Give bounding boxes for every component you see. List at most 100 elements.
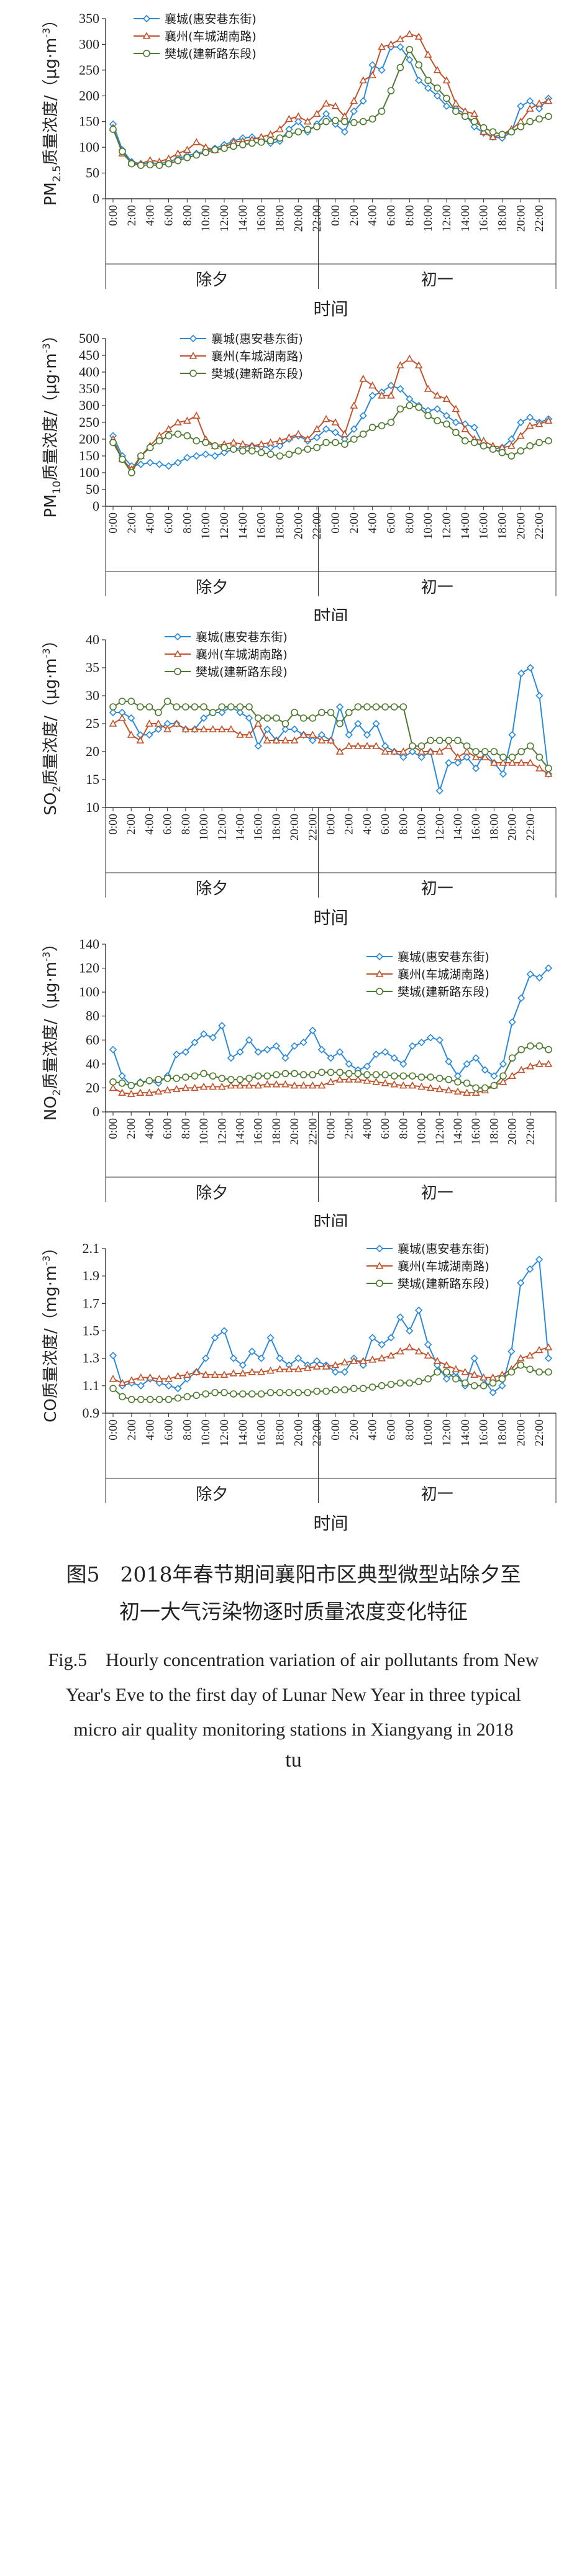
data-point <box>406 1379 414 1387</box>
data-point <box>192 411 201 419</box>
series-line <box>112 48 549 166</box>
data-point <box>294 1365 303 1373</box>
data-point <box>155 1076 162 1083</box>
data-point <box>499 1072 507 1080</box>
data-point <box>136 736 145 744</box>
data-point <box>281 1080 289 1088</box>
data-point <box>335 1075 344 1083</box>
data-point <box>363 1071 371 1079</box>
data-point <box>211 452 219 460</box>
data-point <box>266 438 275 446</box>
group-label: 初一 <box>421 880 453 898</box>
data-point <box>119 455 126 463</box>
data-point <box>424 1375 432 1383</box>
data-point <box>245 714 253 722</box>
data-point <box>381 1048 389 1056</box>
data-point <box>368 1383 376 1391</box>
data-point <box>254 1072 262 1080</box>
data-point <box>517 758 526 766</box>
x-tick-label: 22:00 <box>311 1419 324 1446</box>
data-point <box>535 420 544 427</box>
series-line <box>113 667 549 793</box>
data-point <box>517 669 526 678</box>
x-tick-label: 6:00 <box>162 814 175 835</box>
series-3 <box>109 698 552 772</box>
data-point <box>145 1088 153 1096</box>
data-point <box>399 1081 407 1089</box>
data-point <box>209 725 217 732</box>
legend: 襄城(惠安巷东街) 襄州(车城湖南路) 樊城(建新路东段) <box>165 630 288 679</box>
x-tick-label: 0:00 <box>329 512 342 534</box>
data-point <box>276 1389 284 1396</box>
group-label: 除夕 <box>196 880 228 898</box>
data-point <box>317 1081 326 1089</box>
data-point <box>463 747 471 755</box>
data-point <box>239 1369 247 1377</box>
data-point <box>128 160 135 168</box>
data-point <box>499 770 507 778</box>
data-point <box>257 440 265 447</box>
data-point <box>424 50 432 58</box>
data-point <box>452 418 460 427</box>
x-tick-label: 0:00 <box>107 512 120 534</box>
data-point <box>183 1393 191 1401</box>
data-point <box>424 76 432 84</box>
data-point <box>544 1060 553 1067</box>
caption-tail: tu <box>285 1749 302 1772</box>
data-point <box>229 1369 238 1377</box>
data-point <box>209 709 217 716</box>
x-tick-label: 12:00 <box>218 512 231 539</box>
x-tick-label: 22:00 <box>311 205 324 232</box>
data-point <box>417 747 425 755</box>
data-point <box>545 1045 552 1054</box>
data-point <box>424 1340 432 1349</box>
data-point <box>245 1075 253 1082</box>
data-point <box>516 1354 525 1362</box>
data-point <box>217 1082 226 1090</box>
data-point <box>545 112 552 121</box>
data-point <box>345 742 353 749</box>
data-point <box>472 1084 480 1092</box>
x-tick-label: 16:00 <box>470 1118 483 1145</box>
data-point <box>470 109 479 117</box>
data-point <box>137 703 144 711</box>
x-axis-title: 时间 <box>313 908 348 926</box>
data-point <box>433 405 442 413</box>
data-point <box>199 1082 208 1090</box>
data-point <box>182 1073 189 1081</box>
data-point <box>327 1078 335 1085</box>
x-tick-label: 4:00 <box>143 814 156 835</box>
data-point <box>281 1054 289 1062</box>
data-point <box>427 737 434 744</box>
data-point <box>109 1352 117 1360</box>
data-point <box>507 442 516 449</box>
data-point <box>248 1390 256 1398</box>
data-point <box>381 1079 389 1086</box>
x-axis-title: 时间 <box>313 1513 348 1534</box>
data-point <box>433 66 442 73</box>
data-point <box>248 1368 257 1375</box>
data-point <box>183 1370 191 1378</box>
data-point <box>378 66 386 74</box>
x-tick-label: 6:00 <box>162 512 175 534</box>
legend-entry: 襄城(惠安巷东街) <box>196 630 288 644</box>
data-point <box>508 730 516 739</box>
legend-marker <box>376 988 383 995</box>
x-tick-label: 18:00 <box>270 814 283 840</box>
data-point <box>368 391 376 399</box>
data-point <box>406 1327 414 1335</box>
x-axis-title: 时间 <box>313 606 348 621</box>
data-point <box>257 1390 265 1398</box>
legend-entry: 襄城(惠安巷东街) <box>165 12 257 26</box>
data-point <box>257 448 265 457</box>
data-point <box>359 375 368 382</box>
data-point <box>276 437 284 444</box>
data-point <box>350 425 358 433</box>
data-point <box>498 1375 506 1383</box>
data-point <box>472 748 480 755</box>
data-point <box>218 708 226 717</box>
data-point <box>378 422 386 430</box>
legend-marker <box>376 1280 383 1287</box>
data-point <box>263 714 271 722</box>
data-point <box>291 1070 298 1078</box>
